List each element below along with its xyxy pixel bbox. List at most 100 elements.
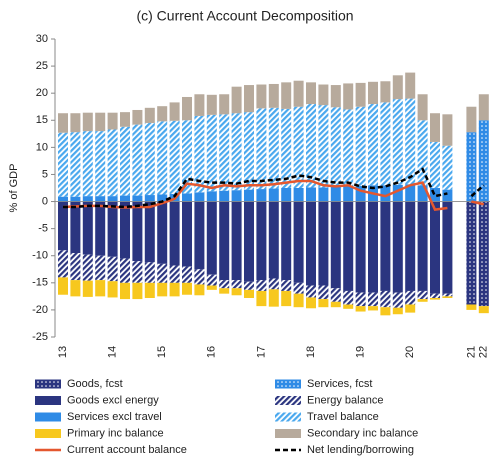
bar-segment [417,94,428,121]
bar-segment [144,122,155,196]
bar-segment [417,201,428,291]
bar-segment [330,186,341,202]
bar-segment [70,132,81,197]
bar-segment [466,201,477,305]
legend-label: Net lending/borrowing [307,444,414,456]
bar-segment [231,280,242,289]
bar-segment [380,185,391,202]
bar-segment [343,201,354,291]
bar-segment [144,195,155,202]
bar-segment [219,94,230,115]
x-tick-label: 15 [156,346,168,358]
bar-segment [268,201,279,279]
bar-segment [392,99,403,185]
bar-segment [95,201,106,256]
bar-segment [442,296,453,298]
bar-segment [206,274,217,286]
x-tick-label: 21 [465,346,477,358]
legend-swatch [35,412,61,422]
bar-segment [58,250,68,278]
legend-label: Secondary inc balance [307,427,418,439]
y-tick-label: 20 [36,87,48,99]
bar-segment [256,189,267,202]
bar-segment [144,282,155,298]
bar-segment [219,201,230,281]
bar-segment [244,201,254,282]
bar-segment [256,108,267,190]
y-tick-label: 15 [36,114,48,126]
x-tick-label: 16 [206,346,218,358]
bar-segment [330,85,341,108]
bar-segment [355,185,366,202]
bar-segment [120,112,130,127]
bar-segment [120,282,130,300]
bar-segment [405,184,416,202]
bar-segment [355,292,366,307]
bar-segment [107,256,118,282]
bar-segment [306,104,316,188]
bar-segment [132,201,143,262]
bar-segment [478,120,489,202]
bar-segment [206,114,217,192]
bar-segment [318,187,329,202]
bar-segment [219,190,230,202]
bar-segment [157,106,168,122]
bar-segment [182,120,192,194]
bar-segment [169,282,180,297]
bar-segment [430,188,440,202]
bar-segment [442,293,453,297]
bar-segment [368,104,378,186]
bar-segment [368,81,378,105]
bar-segment [281,201,292,281]
bar-segment [231,86,242,114]
y-tick-label: -5 [38,223,48,235]
bar-segment [478,306,489,314]
bar-segment [306,297,316,309]
legend-swatch [275,396,301,405]
bar-segment [107,281,118,298]
bar-segment [169,201,180,266]
bar-segment [95,280,106,297]
bar-segment [95,131,106,197]
bar-segment [120,258,130,283]
bar-segment [380,81,391,103]
bar-segment [343,109,354,187]
bar-segment [182,282,192,295]
bar-segment [219,114,230,191]
bar-segment [256,290,267,307]
bar-segment [157,282,168,297]
legend-swatch [35,396,61,405]
bar-segment [182,193,192,202]
bar-segment [107,112,118,130]
bar-segment [430,201,440,294]
bar-segment [157,194,168,202]
bar-segment [478,94,489,121]
bar-segment [405,201,416,291]
bar-segment [268,107,279,189]
bar-segment [281,188,292,202]
line-series [470,184,485,198]
y-tick-label: 30 [36,33,48,45]
bar-segment [256,201,267,281]
bar-segment [306,82,316,105]
bar-segment [58,132,68,197]
bar-segment [82,254,93,281]
bar-segment [405,98,416,185]
bar-segment [244,85,254,113]
bar-segment [355,82,366,107]
bar-segment [132,261,143,283]
bar-segment [95,196,106,202]
bar-segment [268,188,279,202]
y-tick-label: 25 [36,60,48,72]
bar-segment [144,107,155,123]
bar-segment [82,201,93,255]
bar-segment [194,192,205,202]
bar-segment [194,284,205,296]
bar-segment [306,201,316,286]
bar-segment [256,280,267,291]
bar-segment [268,278,279,290]
bar-segment [318,105,329,188]
y-tick-label: -25 [32,331,48,343]
bar-segment [244,189,254,202]
